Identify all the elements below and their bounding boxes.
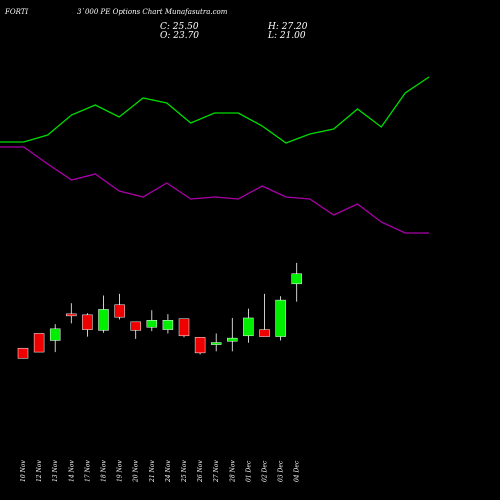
candle-body <box>66 313 77 317</box>
x-tick-label: 20 Nov <box>133 460 140 483</box>
candle-body <box>178 318 190 337</box>
candle <box>227 317 238 352</box>
candle <box>49 324 61 353</box>
symbol-label: FORTI <box>5 8 29 16</box>
candle <box>243 308 254 343</box>
x-tick-label: 14 Nov <box>68 460 75 482</box>
x-tick-label: 27 Nov <box>213 460 220 483</box>
x-tick-label: 02 Dec <box>262 460 269 482</box>
close-price: C: 25.50 <box>160 22 199 32</box>
candle-body <box>33 333 45 353</box>
upper-line-series <box>0 76 430 144</box>
lower-line-series <box>0 146 429 234</box>
x-tick-label: 04 Dec <box>294 460 301 482</box>
chart-subtitle: 3`000 PE Options Chart Munafasutra.com <box>77 8 228 16</box>
candle <box>162 314 174 334</box>
x-tick-label: 26 Nov <box>197 460 204 483</box>
candle-body <box>259 329 270 337</box>
x-tick-label: 24 Nov <box>165 460 172 483</box>
candle-body <box>162 320 174 330</box>
candle-body <box>82 314 93 330</box>
x-tick-label: 10 Nov <box>20 460 27 482</box>
candle-body <box>130 321 141 331</box>
candle-body <box>17 347 29 359</box>
candle <box>210 333 222 352</box>
candle <box>17 347 29 359</box>
x-tick-label: 01 Dec <box>245 460 252 482</box>
candle-body <box>49 328 61 341</box>
candle-body <box>146 320 158 328</box>
candle <box>194 337 206 355</box>
candle-body <box>291 273 302 285</box>
candle <box>130 321 141 339</box>
open-price: O: 23.70 <box>160 31 200 41</box>
candle <box>82 313 93 337</box>
x-tick-label: 28 Nov <box>229 460 236 483</box>
candle <box>66 303 77 324</box>
candle-body <box>243 317 254 337</box>
candle <box>33 333 45 353</box>
x-tick-label: 12 Nov <box>36 460 43 482</box>
candle <box>291 262 302 302</box>
candle-body <box>210 342 222 345</box>
candle <box>114 293 125 320</box>
high-price: H: 27.20 <box>268 22 308 32</box>
x-tick-label: 03 Dec <box>278 460 285 482</box>
candle <box>259 293 270 337</box>
candle <box>98 295 109 333</box>
x-tick-label: 13 Nov <box>52 460 59 482</box>
low-price: L: 21.00 <box>268 31 306 41</box>
candle-body <box>98 309 109 331</box>
x-tick-label: 19 Nov <box>117 460 124 482</box>
x-tick-label: 17 Nov <box>84 460 91 482</box>
x-tick-label: 21 Nov <box>149 460 156 483</box>
candle <box>146 310 158 332</box>
candle-body <box>227 337 238 342</box>
candle-body <box>114 304 125 318</box>
candle-body <box>275 299 286 337</box>
candle <box>178 318 190 338</box>
candle <box>275 296 286 341</box>
candle-body <box>194 337 206 354</box>
x-tick-label: 25 Nov <box>181 460 188 483</box>
x-tick-label: 18 Nov <box>101 460 108 482</box>
